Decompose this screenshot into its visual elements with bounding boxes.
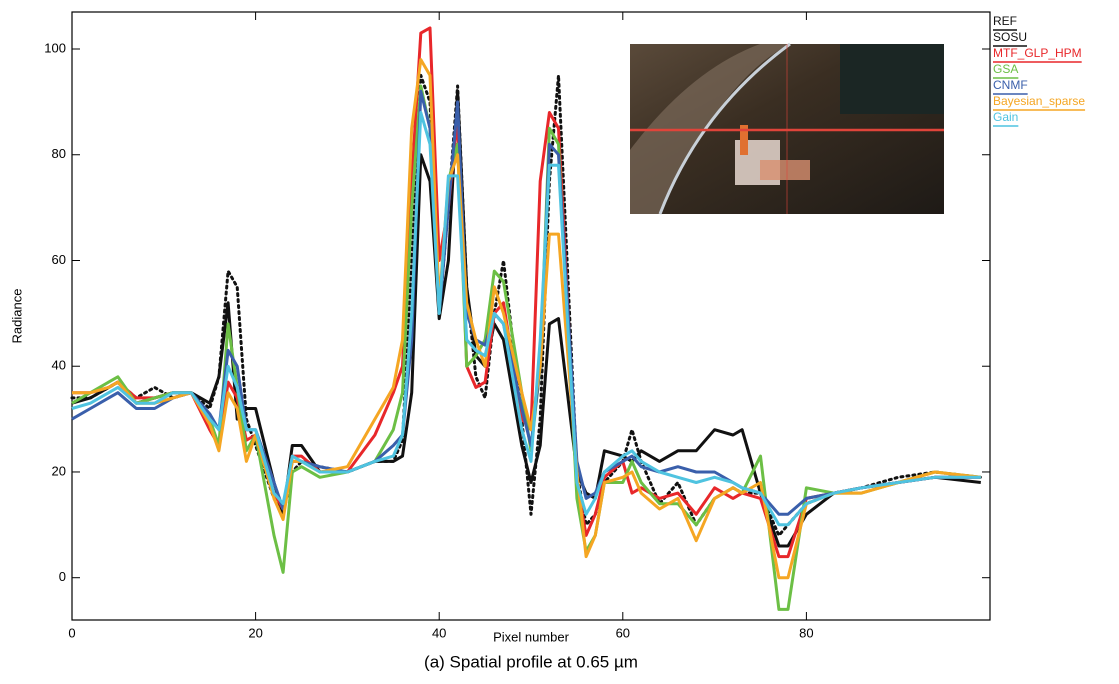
x-tick-label: 40 (432, 625, 446, 640)
x-tick-label: 60 (616, 625, 630, 640)
x-tick-label: 0 (68, 625, 75, 640)
y-tick-label: 80 (52, 146, 66, 161)
inset-image (630, 42, 944, 215)
y-axis-label: Radiance (9, 289, 24, 344)
legend-label: Bayesian_sparse (993, 94, 1085, 108)
y-tick-label: 40 (52, 358, 66, 373)
legend-label: SOSU (993, 30, 1027, 44)
x-tick-label: 20 (248, 625, 262, 640)
series-line (72, 58, 981, 580)
legend-label: Gain (993, 110, 1018, 124)
legend-label: REF (993, 14, 1017, 28)
legend-label: MTF_GLP_HPM (993, 46, 1082, 60)
y-tick-label: 100 (44, 40, 66, 55)
series-line (72, 26, 981, 559)
legend-label: GSA (993, 62, 1018, 76)
y-tick-label: 0 (59, 569, 66, 584)
x-tick-label: 80 (799, 625, 813, 640)
y-tick-label: 20 (52, 463, 66, 478)
legend-label: CNMF (993, 78, 1028, 92)
y-tick-label: 60 (52, 252, 66, 267)
caption: (a) Spatial profile at 0.65 µm (424, 652, 638, 671)
series-line (71, 111, 981, 527)
plot-frame (71, 11, 991, 621)
x-axis-label: Pixel number (493, 629, 570, 644)
